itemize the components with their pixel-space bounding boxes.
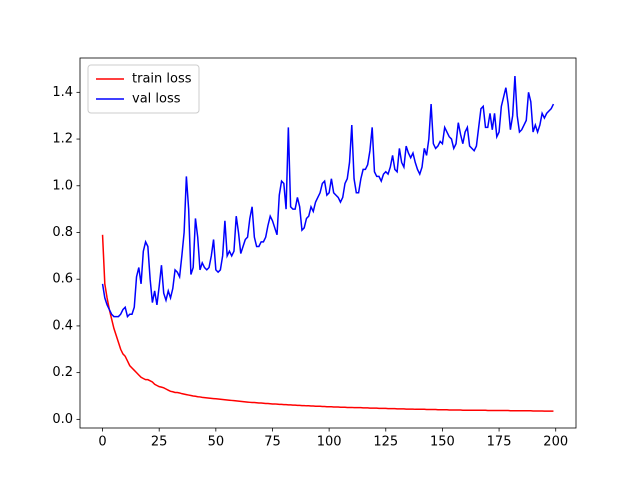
line-series xyxy=(101,75,555,319)
y-tick-label: 0.0 xyxy=(52,412,73,427)
y-tick-label: 0.8 xyxy=(52,225,73,240)
legend-label: val loss xyxy=(132,92,181,107)
x-tick-label: 150 xyxy=(430,435,455,450)
x-tick-label: 25 xyxy=(151,435,168,450)
x-tick-label: 75 xyxy=(264,435,281,450)
y-tick-label: 1.2 xyxy=(52,132,73,147)
x-tick-label: 200 xyxy=(543,435,568,450)
y-tick-label: 0.4 xyxy=(52,318,73,333)
axes-frame xyxy=(79,57,577,429)
legend-box xyxy=(87,64,200,114)
y-tick-label: 0.6 xyxy=(52,272,73,287)
legend-label: train loss xyxy=(132,72,192,87)
y-tick-label: 0.2 xyxy=(52,365,73,380)
line-series xyxy=(101,234,554,412)
x-tick-label: 0 xyxy=(98,435,106,450)
x-tick-label: 50 xyxy=(208,435,225,450)
x-tick-label: 175 xyxy=(487,435,512,450)
x-tick-label: 125 xyxy=(373,435,398,450)
x-tick-label: 100 xyxy=(317,435,342,450)
y-tick-label: 1.0 xyxy=(52,178,73,193)
y-tick-label: 1.4 xyxy=(52,85,73,100)
